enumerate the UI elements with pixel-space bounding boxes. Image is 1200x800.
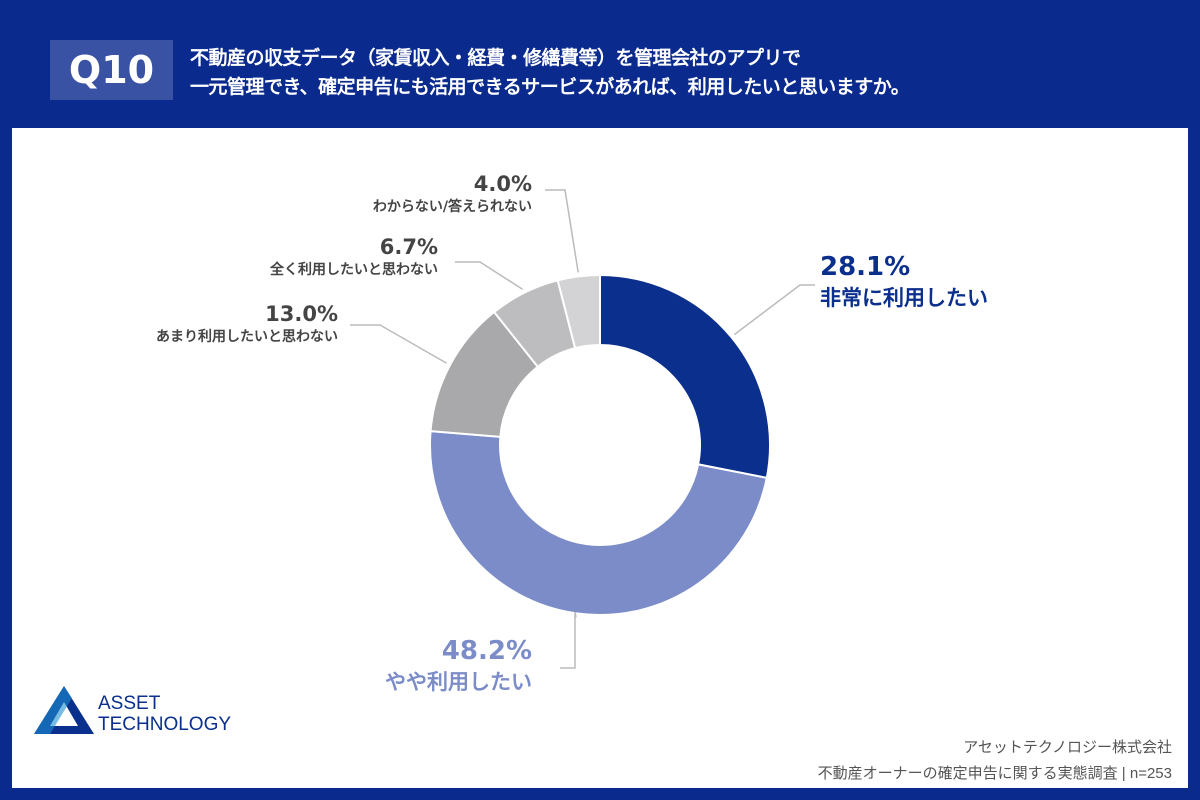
- category-label: 非常に利用したい: [820, 286, 988, 310]
- data-label: 4.0%: [473, 172, 532, 196]
- leader-line: [545, 189, 579, 273]
- asset-technology-logo: ASSET TECHNOLOGY: [30, 684, 300, 740]
- chart-panel: [12, 128, 1188, 788]
- data-label: 48.2%: [441, 636, 532, 666]
- label-very-willing: 28.1% 非常に利用したい: [820, 252, 988, 312]
- leader-line: [455, 261, 523, 290]
- label-not-much: 13.0% あまり利用したいと思わない: [156, 302, 338, 346]
- question-text: 不動産の収支データ（家賃収入・経費・修繕費等）を管理会社のアプリで 一元管理でき…: [190, 44, 910, 102]
- category-label: やや利用したい: [385, 670, 532, 694]
- source-company: アセットテクノロジー株式会社: [963, 739, 1172, 756]
- logo-text: ASSET: [98, 693, 161, 714]
- label-not-at-all: 6.7% 全く利用したいと思わない: [270, 235, 438, 279]
- leader-line: [560, 611, 577, 669]
- data-label: 6.7%: [379, 235, 438, 259]
- leader-line: [733, 284, 815, 336]
- donut-slice: [599, 273, 771, 480]
- question-number-badge: Q10: [50, 40, 173, 100]
- label-dont-know: 4.0% わからない/答えられない: [373, 172, 532, 216]
- leader-line: [350, 324, 447, 364]
- question-line-1: 不動産の収支データ（家賃収入・経費・修繕費等）を管理会社のアプリで: [190, 47, 801, 69]
- label-somewhat-willing: 48.2% やや利用したい: [385, 636, 532, 696]
- donut-slice: [556, 273, 601, 350]
- logo-text: TECHNOLOGY: [98, 714, 231, 735]
- category-label: わからない/答えられない: [372, 199, 532, 215]
- category-label: 全く利用したいと思わない: [270, 262, 438, 278]
- donut-slice: [429, 430, 768, 616]
- question-line-2: 一元管理でき、確定申告にも活用できるサービスがあれば、利用したいと思いますか。: [190, 76, 910, 98]
- data-label: 28.1%: [820, 252, 911, 282]
- category-label: あまり利用したいと思わない: [156, 329, 338, 345]
- source-note: アセットテクノロジー株式会社 不動産オーナーの確定申告に関する実態調査 | n=…: [818, 735, 1172, 787]
- source-survey: 不動産オーナーの確定申告に関する実態調査 | n=253: [817, 765, 1172, 782]
- data-label: 13.0%: [265, 302, 338, 326]
